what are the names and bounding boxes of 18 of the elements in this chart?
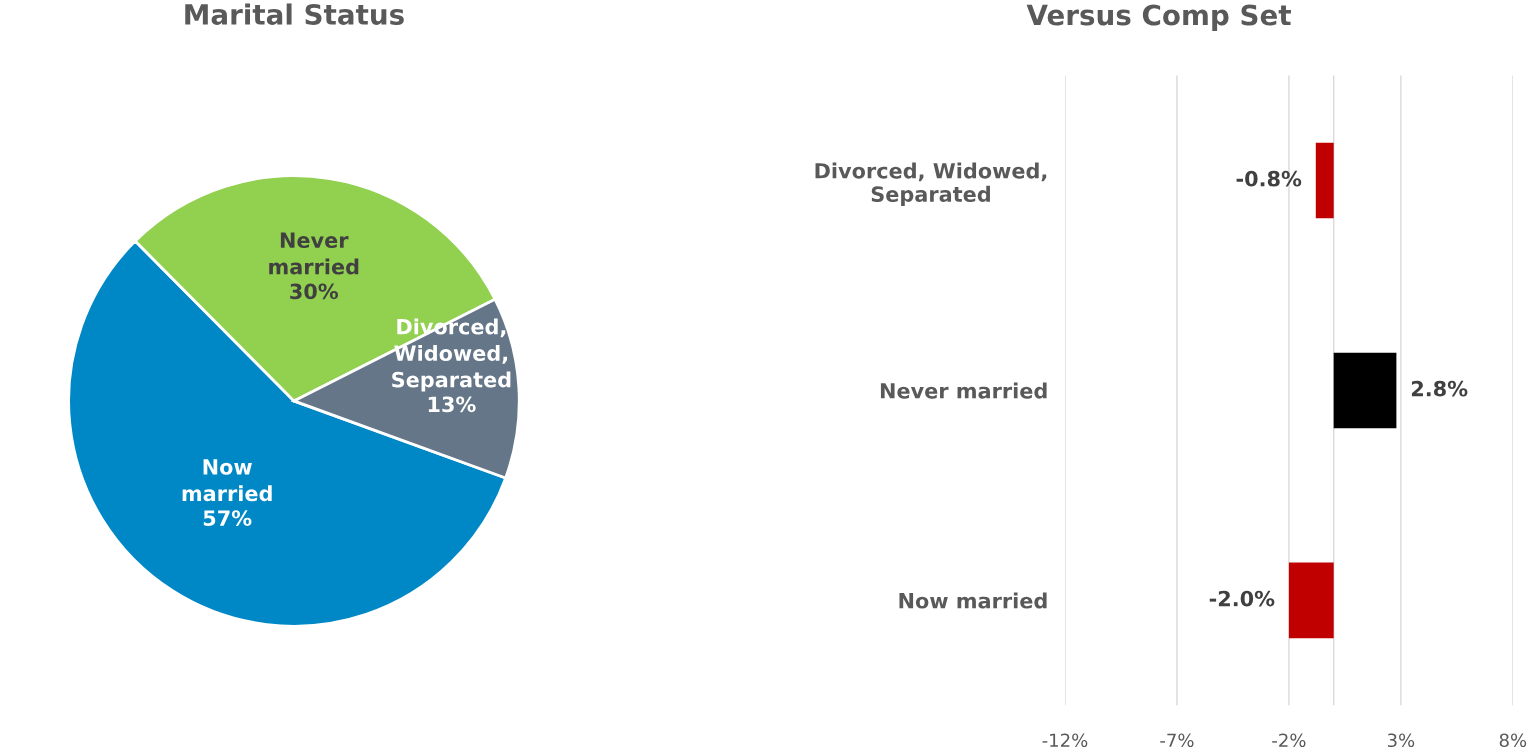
y-tick-label: Divorced, Widowed, Separated <box>815 162 1047 207</box>
x-tick-label: -2% <box>1272 733 1306 748</box>
x-tick-label: -7% <box>1160 733 1194 748</box>
data-label: 57% <box>203 510 252 526</box>
data-label: 2.8% <box>1411 380 1468 397</box>
data-label: -2.0% <box>1209 590 1275 607</box>
x-tick-label: -12% <box>1042 733 1088 748</box>
chart-title: Marital Status <box>185 3 404 25</box>
data-label: -0.8% <box>1236 170 1302 187</box>
y-tick-label: Now married <box>899 592 1047 609</box>
slice-label: Now married <box>182 459 272 502</box>
x-tick-label: 8% <box>1499 733 1527 748</box>
data-label: 30% <box>290 283 339 300</box>
slice-label: Never married <box>269 232 359 275</box>
x-tick-label: 3% <box>1387 733 1415 748</box>
y-tick-label: Never married <box>880 382 1047 399</box>
data-label: 13% <box>428 396 476 413</box>
chart-title: Versus Comp Set <box>1026 4 1291 31</box>
